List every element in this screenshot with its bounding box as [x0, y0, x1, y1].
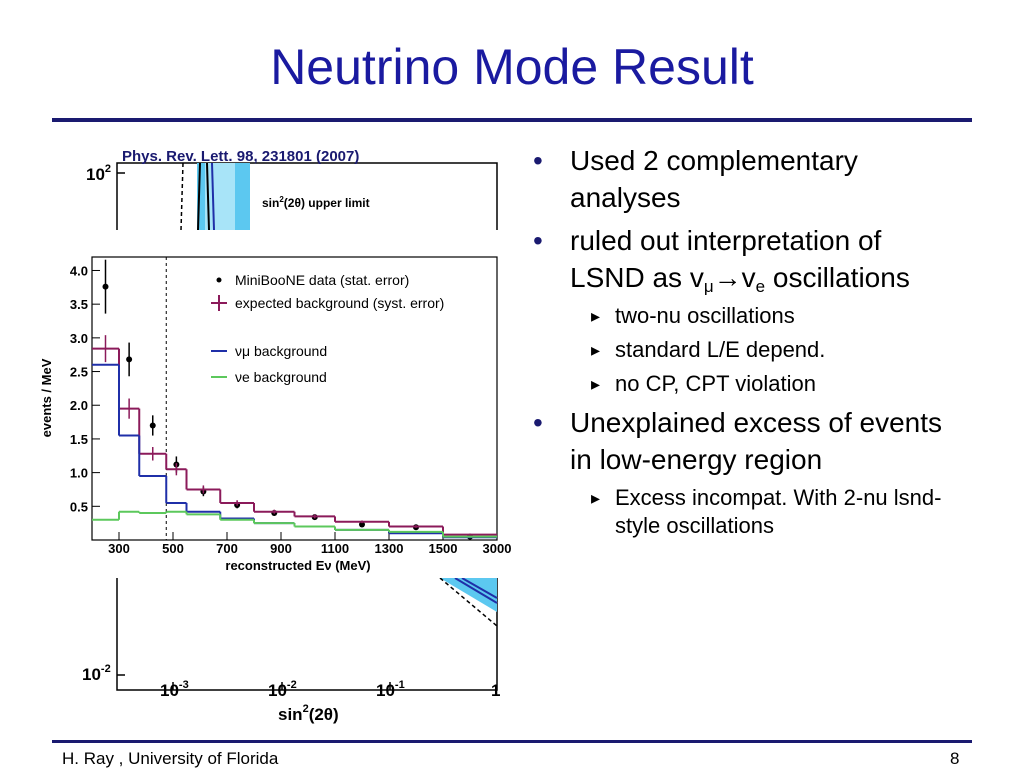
y-tick-label: 4.0 — [70, 263, 88, 278]
data-point — [149, 422, 156, 429]
bullet: Used 2 complementary analyses — [533, 142, 963, 216]
bg-band — [440, 578, 497, 612]
sub-bullet: Excess incompat. With 2-nu lsnd-style os… — [533, 484, 963, 540]
citation: Phys. Rev. Lett. 98, 231801 (2007) — [122, 148, 359, 165]
x-tick-label: 3000 — [483, 541, 512, 556]
data-point — [359, 521, 365, 528]
x-tick-label: 1100 — [321, 541, 349, 556]
legend-label: νe background — [235, 369, 327, 385]
legend-label: MiniBooNE data (stat. error) — [235, 272, 409, 288]
bg-y-tick-label: 102 — [86, 163, 111, 184]
y-tick-label: 2.5 — [70, 365, 88, 380]
title: Neutrino Mode Result — [270, 39, 754, 95]
data-point — [126, 356, 133, 363]
y-tick-label: 3.5 — [70, 297, 88, 312]
sub-bullet: no CP, CPT violation — [533, 370, 963, 398]
bg-x-tick-label: 1 — [491, 681, 500, 700]
bullets: Used 2 complementary analyses ruled out … — [533, 142, 963, 546]
x-tick-label: 500 — [162, 541, 184, 556]
bullet-text: →v — [713, 262, 756, 293]
bullet-text: ruled out interpretation of LSND as v — [570, 225, 882, 293]
sub-bullet: standard L/E depend. — [533, 336, 963, 364]
x-tick-label: 1300 — [375, 541, 404, 556]
bg-curve — [197, 162, 210, 231]
y-tick-label: 2.0 — [70, 398, 88, 413]
legend-label: νμ background — [235, 343, 327, 359]
y-label: events / MeV — [39, 358, 54, 437]
data-point — [102, 283, 109, 290]
inset-chart: 0.5 1.0 1.5 2.0 2.5 3.0 3.5 4.0 300 500 700 900 1100… — [39, 256, 512, 573]
bullet: ruled out interpretation of LSND as vμ→v… — [533, 222, 963, 296]
bg-curve — [439, 577, 498, 627]
bg-band-light — [205, 163, 235, 230]
legend-label: expected background (syst. error) — [235, 295, 444, 311]
x-tick-label: 900 — [270, 541, 292, 556]
bg-curve — [180, 162, 184, 231]
bullet-sub: μ — [703, 277, 714, 296]
bullet-sub: e — [755, 277, 766, 296]
inset-frame — [91, 256, 498, 541]
bg-curve — [454, 577, 498, 604]
x-tick-label: 300 — [108, 541, 130, 556]
figure: sin2(2θ) upper limit 102 10-2 10-3 10-2 … — [30, 148, 512, 724]
y-tick-label: 3.0 — [70, 331, 88, 346]
bg-legend: sin2(2θ) upper limit — [262, 195, 370, 210]
footer-right: 8 — [950, 749, 960, 768]
footer-left: H. Ray , University of Florida — [62, 749, 279, 768]
x-label: reconstructed Eν (MeV) — [225, 558, 370, 573]
title-rule — [52, 118, 972, 122]
bg-curve — [211, 162, 215, 231]
footer-rule — [52, 740, 972, 743]
x-tick-label: 700 — [216, 541, 238, 556]
legend-swatch — [216, 277, 222, 283]
bg-x-label: sin2(2θ) — [278, 703, 339, 724]
y-tick-label: 1.5 — [70, 432, 88, 447]
bg-y-tick-label: 10-2 — [82, 663, 111, 684]
bullet-text: oscillations — [765, 262, 910, 293]
y-tick-label: 1.0 — [70, 466, 88, 481]
bullet: Unexplained excess of events in low-ener… — [533, 404, 963, 478]
bg-ticks — [117, 172, 391, 690]
x-tick-label: 1500 — [429, 541, 458, 556]
bg-x-tick-label: 10-3 — [160, 679, 189, 700]
y-tick-label: 0.5 — [70, 499, 88, 514]
sub-bullet: two-nu oscillations — [533, 302, 963, 330]
